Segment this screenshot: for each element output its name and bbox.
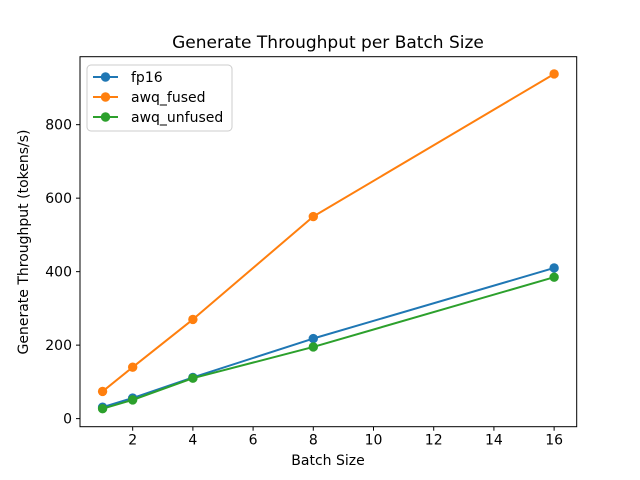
x-tick-label: 14 xyxy=(485,433,503,449)
data-point-awq_unfused xyxy=(308,342,318,352)
y-tick-label: 400 xyxy=(45,265,72,281)
x-tick-label: 10 xyxy=(365,433,383,449)
y-tick-label: 0 xyxy=(63,412,72,428)
data-point-awq_fused xyxy=(188,314,198,325)
legend xyxy=(86,64,233,132)
data-point-awq_fused xyxy=(97,386,108,397)
data-point-fp16 xyxy=(308,333,318,344)
x-axis-label: Batch Size xyxy=(291,453,364,469)
y-tick-label: 800 xyxy=(45,118,72,134)
data-point-awq_fused xyxy=(549,69,559,79)
x-tick-label: 8 xyxy=(309,433,318,449)
data-point-awq_fused xyxy=(127,362,138,372)
plot-area xyxy=(79,56,578,428)
x-tick-label: 16 xyxy=(545,433,563,449)
y-axis-label: Generate Throughput (tokens/s) xyxy=(16,130,32,355)
legend-marker-awq_unfused xyxy=(100,112,111,122)
data-point-fp16 xyxy=(549,263,559,273)
x-tick-label: 6 xyxy=(249,433,258,449)
x-tick-label: 4 xyxy=(188,433,197,449)
legend-marker-awq_fused xyxy=(100,92,111,102)
series-line-awq_unfused xyxy=(101,276,556,410)
data-point-awq_unfused xyxy=(127,395,138,405)
legend-label-awq_unfused: awq_unfused xyxy=(131,110,223,126)
data-point-awq_unfused xyxy=(549,272,559,282)
chart-title: Generate Throughput per Batch Size xyxy=(172,33,484,53)
y-tick-label: 600 xyxy=(45,191,72,207)
x-tick-label: 12 xyxy=(425,433,443,449)
y-tick-label: 200 xyxy=(45,338,72,354)
x-tick-label: 2 xyxy=(128,433,137,449)
data-point-awq_unfused xyxy=(97,403,108,414)
legend-label-fp16: fp16 xyxy=(131,70,163,86)
data-point-awq_unfused xyxy=(188,373,198,383)
data-point-awq_fused xyxy=(308,211,318,222)
legend-label-awq_fused: awq_fused xyxy=(131,90,206,106)
legend-marker-fp16 xyxy=(100,72,111,82)
